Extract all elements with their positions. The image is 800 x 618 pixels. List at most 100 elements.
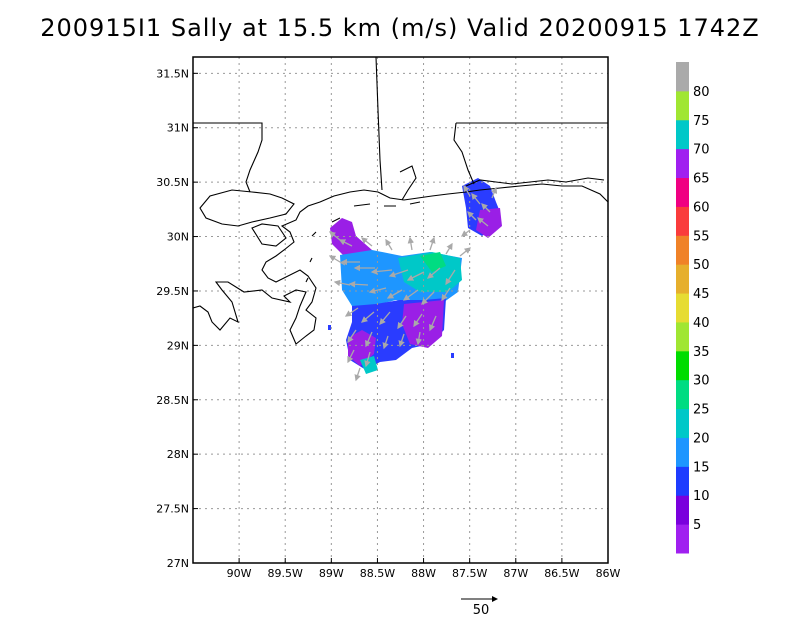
colorbar-swatch-0 — [676, 524, 689, 554]
plot-title: 200915I1 Sally at 15.5 km (m/s) Valid 20… — [40, 14, 760, 42]
colorbar-swatch-13 — [676, 148, 689, 179]
wind-vector-43 — [491, 186, 498, 199]
colorbar-swatch-1 — [676, 495, 689, 525]
y-tick-label-2: 28N — [167, 448, 189, 461]
coastline-florida — [465, 177, 605, 187]
wind-vector-3 — [370, 268, 393, 275]
wind-vector-35 — [445, 242, 453, 255]
colorbar-label-9: 50 — [693, 258, 710, 273]
lat-lon-grid — [193, 57, 609, 564]
y-axis-ticks: 27N 27.5N 28N 28.5N 29N 29.5N 30N 30.5N 31N 31.5N — [156, 67, 198, 570]
wind-vector-15 — [344, 307, 359, 317]
wind-vector-4 — [388, 269, 409, 278]
x-axis-ticks: 90W 89.5W 89W 88.5W 88W 87.5W 87W 86.5W 86W — [227, 558, 621, 580]
x-tick-label-7: 86.5W — [544, 567, 579, 580]
wind-vector-21 — [347, 329, 357, 344]
colorbar-swatch-10 — [676, 235, 689, 265]
x-tick-label-6: 87W — [503, 567, 528, 580]
wind-vector-31 — [360, 237, 373, 247]
colorbar-label-0: 5 — [693, 518, 701, 533]
colorbar-swatch-2 — [676, 466, 689, 496]
y-tick-label-5: 29.5N — [156, 285, 189, 298]
y-tick-label-8: 31N — [167, 122, 189, 135]
colorbar-label-3: 20 — [693, 431, 710, 446]
wind-vector-41 — [476, 217, 489, 227]
coastline-lake — [199, 189, 295, 227]
colorbar-label-8: 45 — [693, 287, 710, 302]
wind-vector-38 — [471, 192, 481, 205]
wind-vector-10 — [368, 287, 387, 294]
colorbar: 5 10 15 20 25 30 35 40 45 50 55 60 65 70 75 80 — [676, 62, 710, 554]
wind-vector-25 — [415, 331, 423, 346]
wind-vector-6 — [427, 267, 441, 279]
speed-speck-2 — [451, 353, 454, 358]
speed-region-green — [420, 252, 446, 272]
y-tick-label-3: 28.5N — [156, 394, 189, 407]
x-tick-label-1: 89.5W — [268, 567, 303, 580]
wind-vector-14 — [441, 287, 451, 302]
y-tick-label-6: 30N — [167, 231, 189, 244]
colorbar-label-11: 60 — [693, 200, 710, 215]
colorbar-swatch-4 — [676, 408, 689, 438]
speed-speck-1 — [328, 325, 331, 330]
state-border-1 — [193, 122, 263, 193]
wind-vector-23 — [382, 335, 389, 350]
map-frame — [192, 56, 609, 564]
x-tick-label-2: 89W — [319, 567, 344, 580]
wind-vector-30 — [338, 239, 353, 247]
wind-vector-22 — [365, 331, 373, 348]
state-border-2 — [375, 57, 383, 191]
wind-vector-24 — [398, 333, 405, 348]
wind-vector-29 — [328, 231, 341, 241]
wind-vector-39 — [481, 203, 491, 213]
wind-vector-42 — [460, 229, 471, 237]
colorbar-swatch-3 — [676, 437, 689, 467]
speed-region-ne-purple — [476, 208, 502, 238]
state-border-4 — [453, 122, 475, 185]
coastline — [193, 57, 608, 345]
colorbar-label-10: 55 — [693, 229, 710, 244]
colorbar-swatch-5 — [676, 379, 689, 410]
colorbar-swatch-15 — [676, 90, 689, 121]
wind-vector-11 — [386, 289, 403, 299]
wind-vector-28 — [354, 367, 361, 382]
x-tick-label-0: 90W — [227, 567, 252, 580]
wind-vector-13 — [421, 291, 435, 305]
wind-vector-17 — [379, 311, 391, 325]
colorbar-label-13: 70 — [693, 143, 710, 158]
colorbar-label-14: 75 — [693, 114, 710, 129]
y-tick-label-1: 27.5N — [156, 503, 189, 516]
coastline-islands — [305, 201, 421, 283]
wind-vector-20 — [429, 315, 437, 332]
y-tick-label-0: 27N — [167, 557, 189, 570]
wind-vector-32 — [385, 238, 393, 251]
x-tick-label-3: 88.5W — [360, 567, 395, 580]
wind-vector-9 — [348, 281, 369, 288]
x-tick-label-5: 87.5W — [452, 567, 487, 580]
colorbar-swatch-8 — [676, 293, 689, 323]
wind-vector-16 — [361, 311, 375, 323]
colorbar-label-4: 25 — [693, 403, 710, 418]
coastline-upper — [251, 223, 287, 247]
wind-vector-27 — [364, 351, 371, 368]
wind-vectors — [328, 184, 498, 382]
wind-vector-19 — [413, 313, 423, 328]
wind-vector-8 — [333, 279, 351, 287]
colorbar-label-7: 40 — [693, 316, 710, 331]
wind-vector-5 — [406, 271, 425, 281]
wind-vector-26 — [347, 349, 355, 364]
colorbar-label-5: 30 — [693, 374, 710, 389]
reference-vector-label: 50 — [473, 603, 490, 618]
wind-vector-34 — [429, 236, 436, 251]
colorbar-label-6: 35 — [693, 345, 710, 360]
colorbar-swatch-14 — [676, 119, 689, 150]
y-tick-label-7: 30.5N — [156, 176, 189, 189]
wind-vector-12 — [402, 289, 419, 301]
speed-region-nw — [330, 218, 372, 258]
x-tick-label-4: 88W — [411, 567, 436, 580]
coastline-mainland — [193, 183, 608, 345]
colorbar-swatch-7 — [676, 321, 689, 352]
colorbar-label-15: 80 — [693, 85, 710, 100]
wind-vector-37 — [463, 184, 471, 197]
